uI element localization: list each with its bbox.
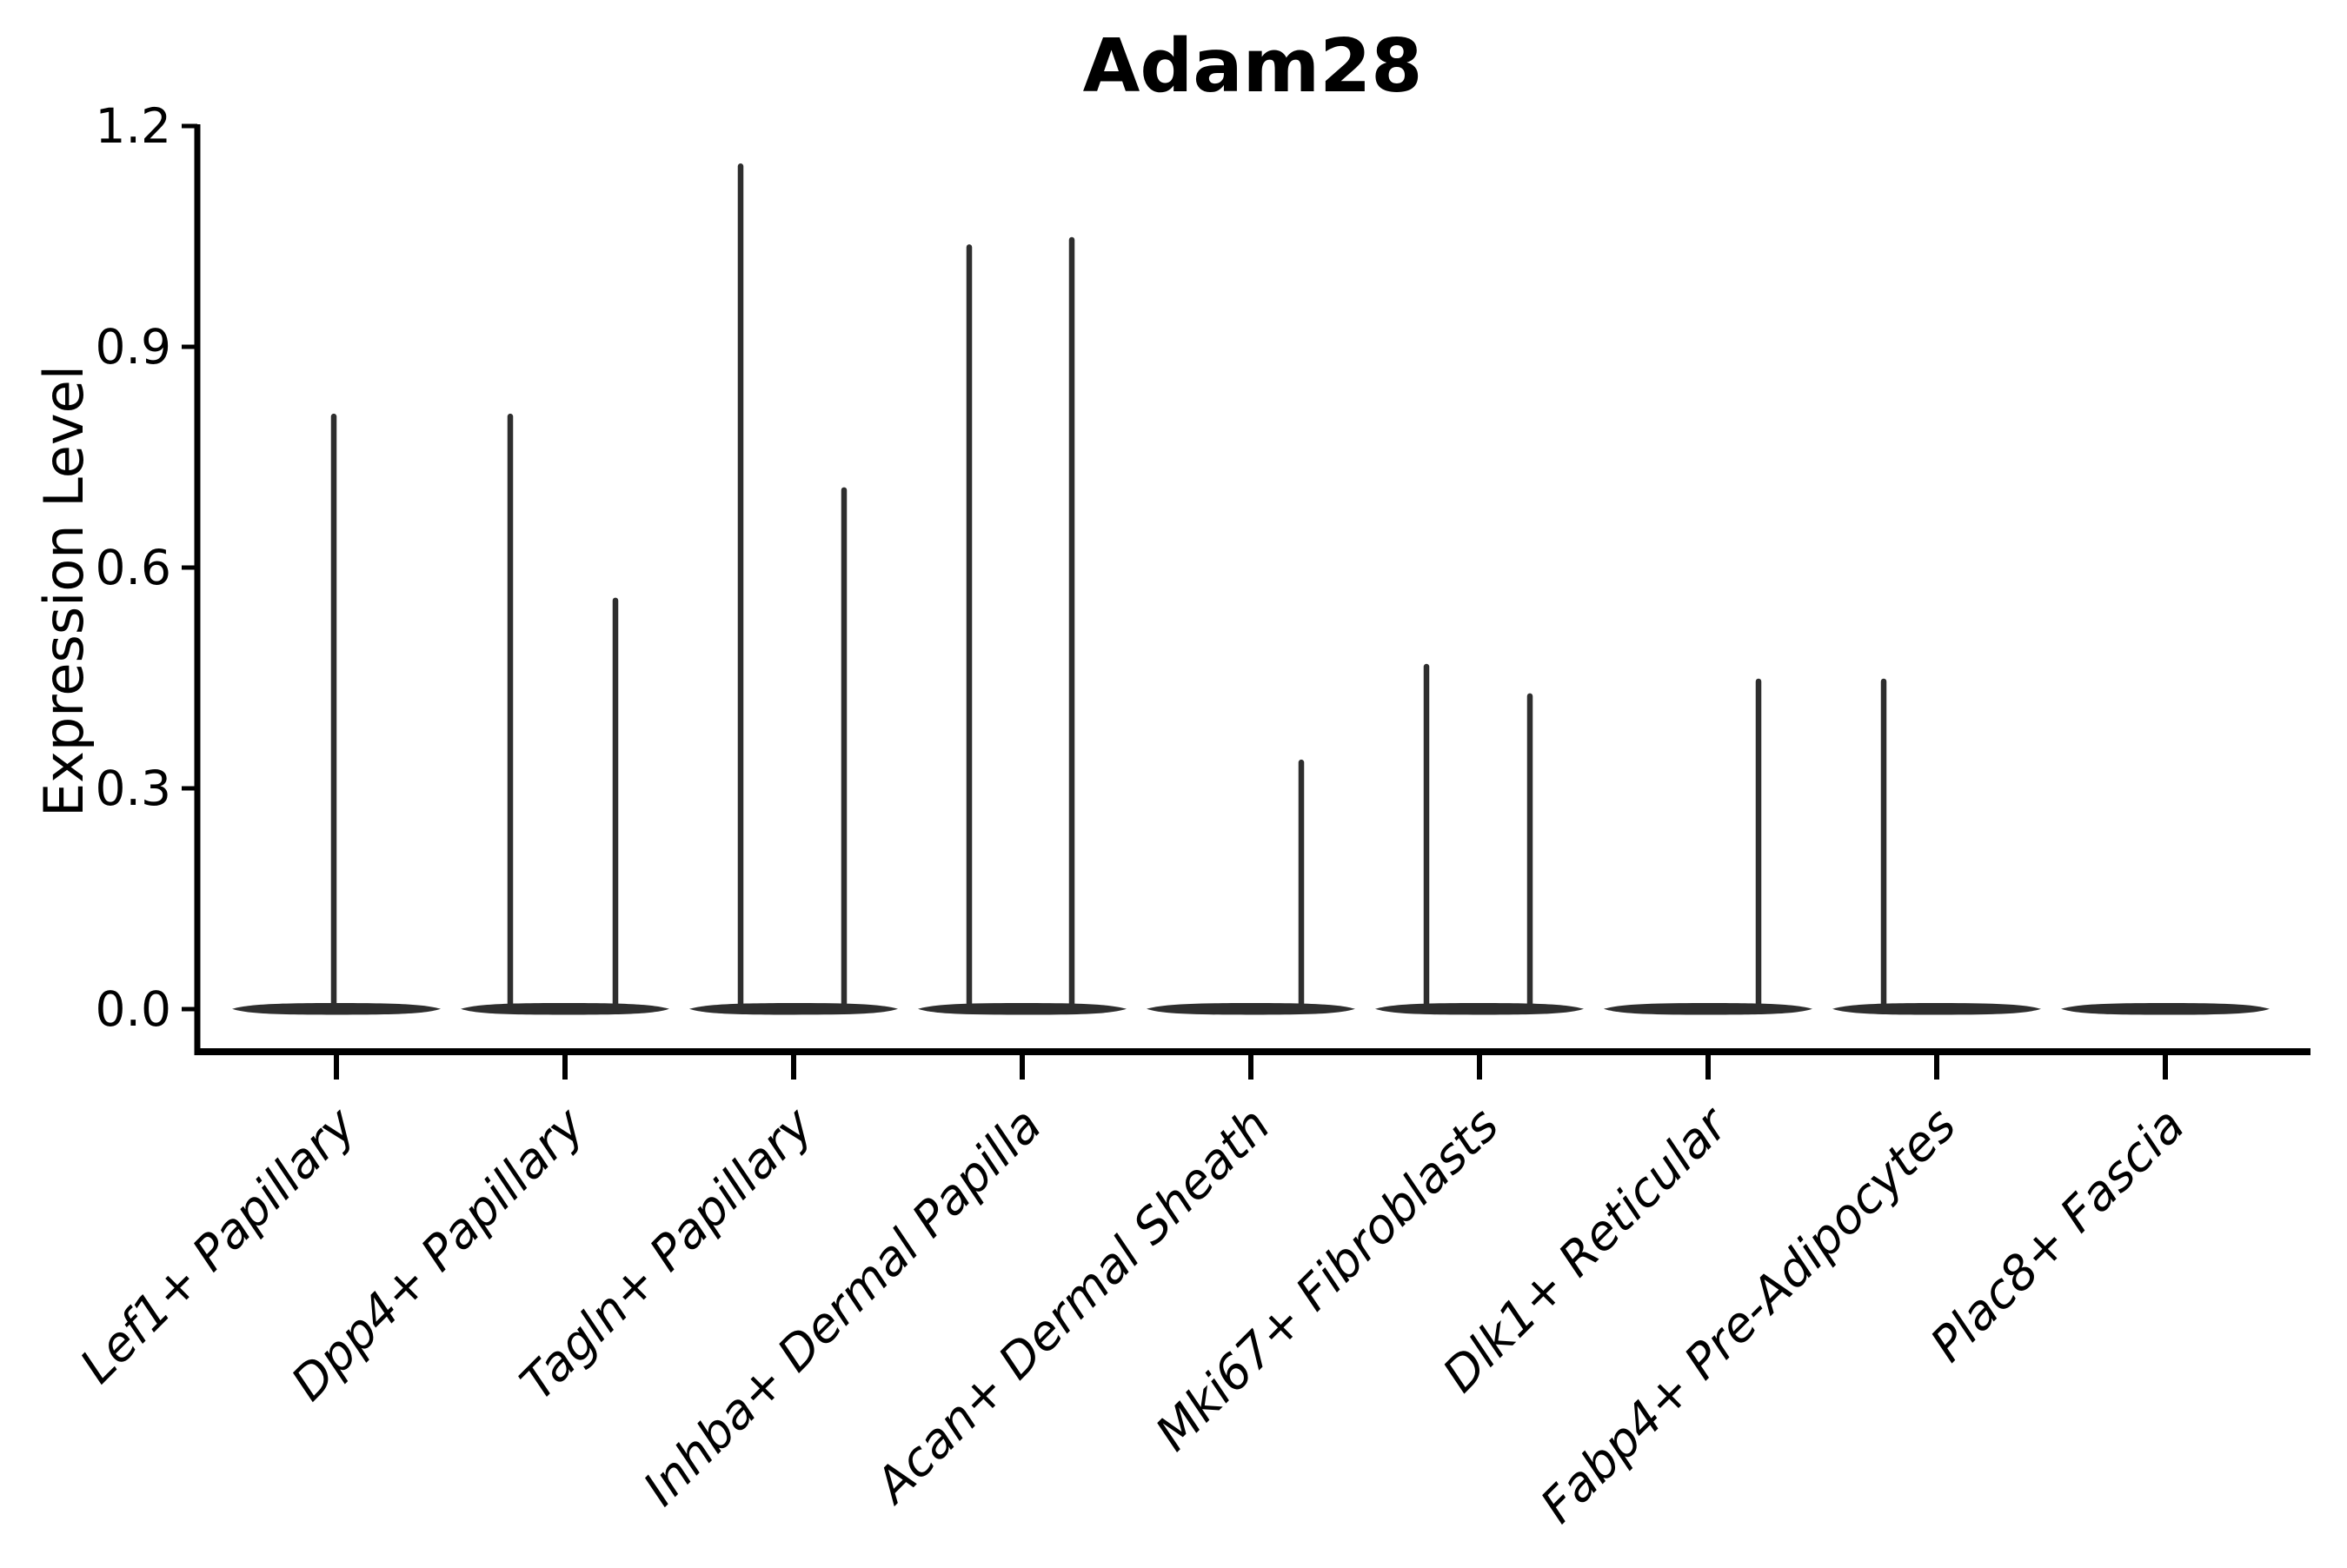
violin-base — [1375, 1003, 1584, 1015]
y-tick-label: 0.3 — [96, 761, 171, 816]
x-tick-label: Inhba+ Dermal Papilla — [633, 1097, 1052, 1516]
y-tick-label: 0.6 — [96, 540, 171, 595]
violin-base — [1832, 1003, 2041, 1015]
violin — [1604, 678, 1812, 1015]
x-tick-label: Fabp4+ Pre-Adipocytes — [1530, 1097, 1966, 1533]
y-tick-label: 1.2 — [96, 98, 171, 154]
y-tick-label: 0.9 — [96, 319, 171, 375]
violin-base — [918, 1003, 1127, 1015]
violin-base — [1147, 1003, 1355, 1015]
violin — [918, 236, 1127, 1015]
violin — [1832, 678, 2041, 1015]
y-axis-label: Expression Level — [32, 365, 96, 817]
chart-title: Adam28 — [1083, 23, 1423, 110]
y-axis-ticks: 0.0 0.3 0.6 0.9 1.2 — [96, 98, 197, 1037]
violin-base — [689, 1003, 898, 1015]
violin — [1147, 759, 1355, 1015]
violin — [1375, 663, 1584, 1015]
violin — [461, 413, 669, 1015]
x-tick-label: Acan+ Dermal Sheath — [863, 1097, 1281, 1515]
violin — [2061, 1003, 2270, 1015]
violin — [689, 163, 898, 1015]
violin-base — [2061, 1003, 2270, 1015]
violin — [232, 413, 441, 1015]
violin-base — [461, 1003, 669, 1015]
violins — [232, 163, 2270, 1015]
violin-base — [232, 1003, 441, 1015]
y-tick-label: 0.0 — [96, 981, 171, 1037]
violin-base — [1604, 1003, 1812, 1015]
